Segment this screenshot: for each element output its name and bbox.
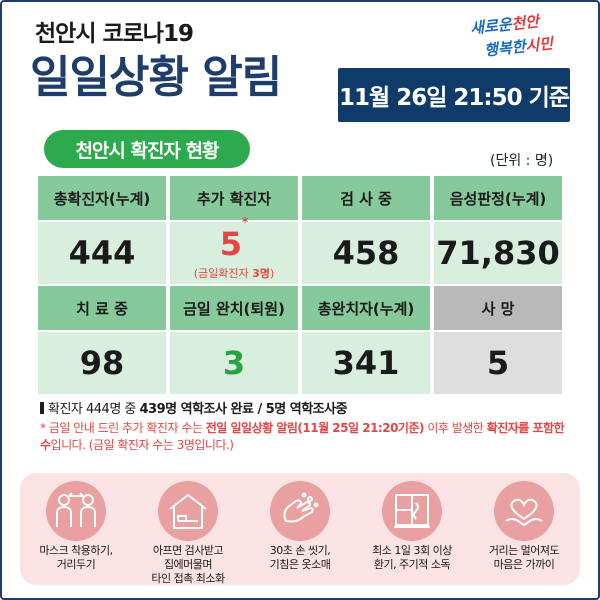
total-cases-value: 444	[38, 222, 166, 284]
tip-mask-distance: 마스크 착용하기, 거리두기	[24, 473, 128, 585]
negative-value: 71,830	[434, 222, 562, 284]
discharged-today-value: 3	[170, 332, 298, 394]
death-header: 사 망	[434, 286, 562, 330]
testing-header: 검 사 중	[302, 176, 430, 220]
treating-header: 치 료 중	[38, 286, 166, 330]
prevention-tips: 마스크 착용하기, 거리두기 아프면 검사받고 집에머물며 타인 접촉 최소화	[20, 473, 580, 585]
hand-wash-icon	[270, 481, 330, 541]
new-cases-value: 5	[219, 225, 242, 263]
today-cases-note: (금일확진자 3명)	[193, 267, 275, 280]
heart-hands-icon	[494, 481, 554, 541]
discharged-today-header: 금일 완치(퇴원)	[170, 286, 298, 330]
total-cases-header: 총확진자(누계)	[38, 176, 166, 220]
discharged-total-header: 총완치자(누계)	[302, 286, 430, 330]
page-subtitle: 천안시 코로나19	[35, 21, 194, 47]
page-title: 일일상황 알림	[30, 52, 282, 103]
investigation-summary: 확진자 444명 중 439명 역학조사 완료 / 5명 역학조사중	[40, 398, 348, 417]
stay-home-icon	[158, 481, 218, 541]
treating-value: 98	[38, 332, 166, 394]
unit-label: (단위 : 명)	[490, 153, 554, 169]
ventilation-icon	[382, 481, 442, 541]
tip-heart-hands: 거리는 멀어져도 마음은 가까이	[472, 473, 576, 585]
new-cases-header: 추가 확진자	[170, 176, 298, 220]
date-badge: 11월 26일 21:50 기준	[338, 68, 570, 122]
discharged-total-value: 341	[302, 332, 430, 394]
death-value: 5	[434, 332, 562, 394]
section-title: 천안시 확진자 현황	[44, 130, 250, 168]
footnote: * 금일 안내 드린 추가 확진자 수는 전일 일일상황 알림(11월 25일 …	[40, 421, 565, 452]
new-cases-asterisk: *	[241, 215, 249, 229]
bullet-icon	[40, 402, 44, 414]
new-cases-cell: 5* (금일확진자 3명)	[170, 215, 298, 284]
testing-value: 458	[302, 222, 430, 284]
tip-ventilation: 최소 1일 3회 이상 환기, 주기적 소독	[360, 473, 464, 585]
mask-distance-icon	[46, 481, 106, 541]
city-logo: 새로운천안 행복한시민	[469, 12, 554, 60]
tip-hand-wash: 30초 손 씻기, 기침은 옷소매	[248, 473, 352, 585]
tip-stay-home: 아프면 검사받고 집에머물며 타인 접촉 최소화	[136, 473, 240, 585]
negative-header: 음성판정(누계)	[434, 176, 562, 220]
